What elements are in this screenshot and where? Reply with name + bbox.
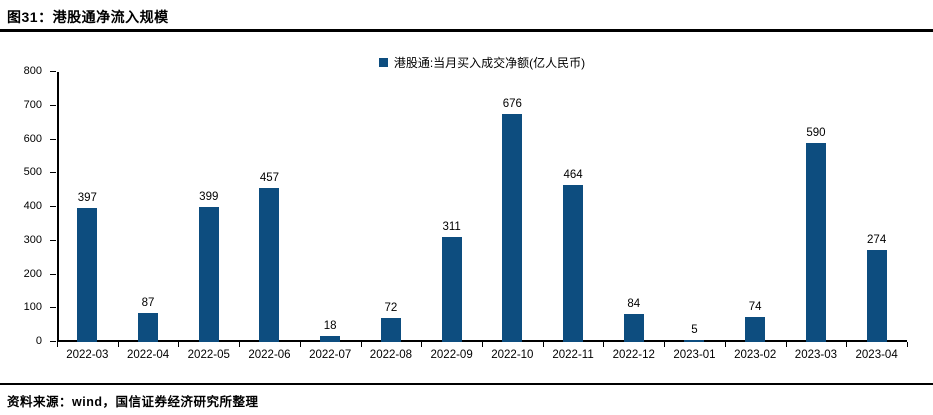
bar-column: 84: [603, 72, 664, 342]
x-tick-mark: [664, 342, 666, 347]
y-tick-label: 0: [35, 335, 42, 347]
bar-value-label: 311: [442, 221, 461, 233]
bar: [380, 318, 401, 342]
x-tick-mark: [482, 342, 483, 347]
x-tick-label: 2022-05: [187, 349, 230, 361]
bar-column: 399: [178, 72, 239, 342]
y-tick-label: 400: [23, 200, 42, 212]
bar-column: 72: [361, 72, 422, 342]
bar: [684, 340, 705, 342]
x-tick-mark: [360, 342, 362, 347]
bar-value-label: 590: [806, 127, 826, 139]
x-tick-label: 2023-02: [734, 349, 777, 361]
y-tick-label: 500: [23, 166, 42, 179]
x-tick-label: 2022-10: [491, 349, 534, 361]
x-tick-mark: [421, 342, 423, 347]
x-tick-mark: [57, 342, 58, 347]
bar: [866, 250, 887, 342]
y-tick-mark: [50, 138, 56, 140]
y-tick-label: 800: [23, 65, 42, 77]
y-tick-label: 100: [23, 301, 42, 314]
x-tick-mark: [117, 342, 119, 347]
bar-value-label: 464: [563, 169, 583, 181]
source-note: 资料来源：wind，国信证券经济研究所整理: [7, 395, 259, 409]
y-tick-mark: [50, 307, 56, 309]
x-tick-label: 2022-07: [309, 349, 352, 361]
y-tick-label: 300: [23, 233, 42, 246]
plot-area: [57, 72, 907, 342]
bar: [138, 313, 159, 342]
x-tick-label: 2022-03: [66, 349, 109, 361]
bar-value-label: 274: [867, 234, 887, 246]
bar: [805, 143, 826, 342]
bar-column: 676: [482, 72, 543, 342]
y-tick-mark: [50, 172, 56, 174]
legend-label: 港股通:当月买入成交净额(亿人民币): [393, 55, 586, 70]
footer-divider: [0, 383, 933, 385]
x-tick-mark: [846, 342, 848, 347]
bar-value-label: 84: [627, 298, 641, 310]
bar-column: 457: [239, 72, 300, 342]
bar: [745, 317, 766, 342]
bar: [623, 314, 644, 342]
bar-value-label: 74: [748, 301, 762, 313]
x-tick-label: 2022-04: [126, 349, 170, 361]
bar: [77, 208, 98, 342]
bar: [320, 336, 341, 342]
x-tick-label: 2022-08: [369, 349, 413, 361]
x-tick-mark: [785, 342, 787, 347]
bar-column: 274: [846, 72, 907, 342]
y-tick-label: 700: [23, 98, 42, 111]
bar-column: 311: [421, 72, 482, 342]
legend-swatch-icon: [378, 57, 388, 67]
bar-value-label: 5: [691, 324, 698, 336]
x-tick-mark: [542, 342, 544, 347]
bar: [198, 207, 219, 342]
y-tick-mark: [50, 273, 56, 275]
bar-value-label: 87: [141, 297, 155, 309]
y-tick-label: 600: [23, 132, 42, 145]
bar-column: 464: [543, 72, 604, 342]
bar-value-label: 18: [323, 320, 337, 332]
bar-column: 5: [664, 72, 725, 342]
bar-value-label: 399: [199, 191, 219, 203]
chart-legend: 港股通:当月买入成交净额(亿人民币): [57, 54, 907, 70]
x-tick-label: 2022-06: [248, 349, 291, 361]
x-tick-mark: [178, 342, 180, 347]
bar-value-label: 72: [384, 302, 398, 314]
x-tick-label: 2022-12: [612, 349, 655, 361]
y-tick-mark: [50, 71, 56, 72]
y-tick-mark: [50, 206, 56, 207]
bar-column: 397: [57, 72, 118, 342]
x-tick-label: 2023-01: [673, 349, 716, 361]
x-tick-mark: [239, 342, 241, 347]
bar: [441, 237, 462, 342]
y-tick-mark: [50, 239, 56, 241]
x-tick-label: 2022-11: [552, 349, 594, 361]
bar-column: 87: [118, 72, 179, 342]
bar: [563, 185, 584, 342]
x-tick-mark: [603, 342, 605, 347]
x-tick-label: 2023-04: [855, 349, 898, 361]
y-tick-mark: [50, 341, 56, 342]
bar-column: 590: [786, 72, 847, 342]
bar-column: 74: [725, 72, 786, 342]
bar: [502, 114, 523, 342]
x-tick-mark: [724, 342, 726, 347]
bar-value-label: 457: [259, 172, 280, 184]
y-tick-mark: [50, 104, 56, 106]
bar-value-label: 676: [502, 98, 522, 110]
title-divider: [0, 29, 933, 32]
x-tick-label: 2022-09: [430, 349, 473, 361]
bar-column: 18: [300, 72, 361, 342]
x-tick-mark: [299, 342, 301, 347]
x-tick-mark: [907, 342, 908, 347]
bar-value-label: 397: [77, 192, 97, 204]
chart-title: 图31：港股通净流入规模: [7, 9, 169, 25]
x-tick-label: 2023-03: [794, 349, 838, 361]
y-tick-label: 200: [23, 267, 42, 280]
bar: [259, 188, 280, 342]
